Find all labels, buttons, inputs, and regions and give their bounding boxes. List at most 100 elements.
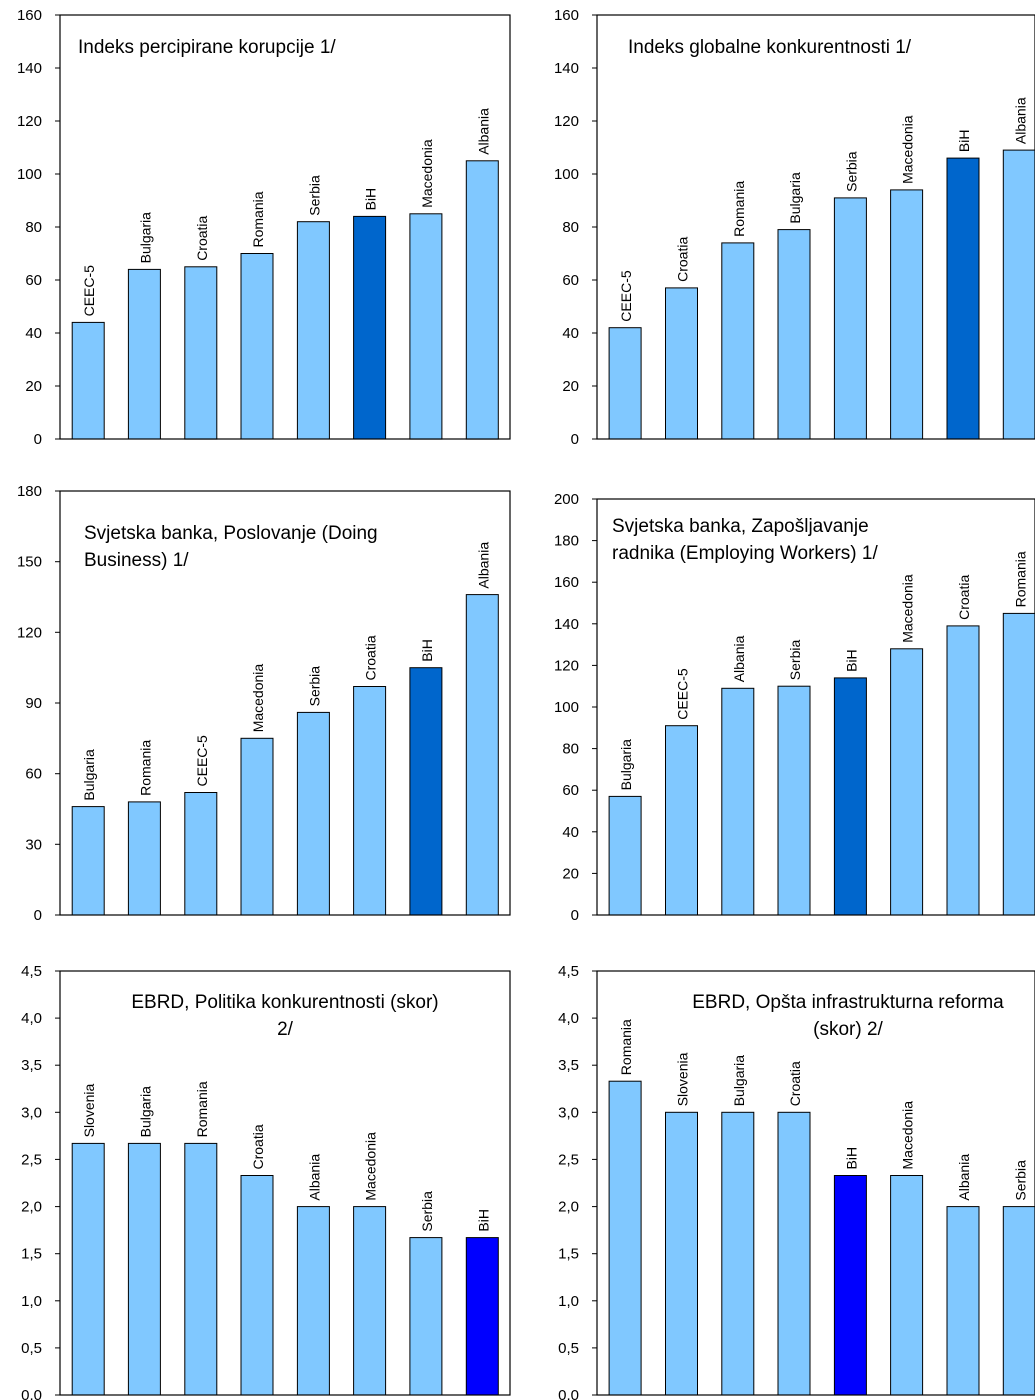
bar-label: Croatia xyxy=(363,635,379,680)
chart-title: Svjetska banka, Zapošljavanje xyxy=(612,516,869,537)
y-tick-label: 2,5 xyxy=(21,1151,42,1168)
bar-romania xyxy=(127,801,161,916)
y-tick-label: 3,0 xyxy=(21,1104,42,1121)
y-tick-label: 20 xyxy=(25,378,42,395)
bar-bulgaria xyxy=(608,795,642,916)
bar-label: Albania xyxy=(306,1154,322,1201)
y-tick-label: 3,5 xyxy=(558,1057,579,1074)
plot-frame xyxy=(596,970,1035,1396)
bar-albania xyxy=(465,594,499,916)
bar-label: Croatia xyxy=(956,575,972,620)
bar-albania xyxy=(721,687,755,916)
y-tick-label: 0,5 xyxy=(21,1340,42,1357)
bar-romania xyxy=(184,1142,218,1396)
bar-albania xyxy=(946,1206,980,1396)
y-tick-label: 160 xyxy=(17,7,42,24)
bar-label: Serbia xyxy=(843,151,859,192)
bar-bih xyxy=(833,677,867,916)
bar-label: Romania xyxy=(1012,551,1028,607)
bar-slovenia xyxy=(665,1111,698,1396)
y-tick-label: 0 xyxy=(34,907,42,924)
bar-label: Bulgaria xyxy=(731,1055,747,1107)
chart-panel-4: Bulgaria CEEC-5 Albania Serbia BiH Macedonia C… xyxy=(554,491,1035,924)
bar-label: BiH xyxy=(419,639,435,662)
y-tick-label: 60 xyxy=(562,782,579,799)
y-tick-label: 90 xyxy=(25,695,42,712)
bar-romania xyxy=(1002,612,1035,916)
y-tick-label: 20 xyxy=(562,378,579,395)
bar-bulgaria xyxy=(127,1142,161,1396)
bar-albania xyxy=(296,1206,330,1396)
bar-bulgaria xyxy=(721,1111,755,1396)
y-tick-label: 0 xyxy=(571,907,579,924)
y-tick-label: 0,0 xyxy=(21,1387,42,1400)
bar-label: Macedonia xyxy=(900,574,916,643)
bar-label: Croatia xyxy=(194,215,210,260)
y-tick-label: 80 xyxy=(562,219,579,236)
bar-label: BiH xyxy=(956,130,972,153)
y-tick-label: 120 xyxy=(17,113,42,130)
bar-label: Bulgaria xyxy=(618,739,634,791)
bar-bih xyxy=(465,1237,499,1396)
bar-macedonia xyxy=(890,1175,924,1396)
bar-label: BiH xyxy=(475,1209,491,1232)
bar-romania xyxy=(608,1080,642,1396)
bar-albania xyxy=(1002,149,1035,440)
bar-label: Bulgaria xyxy=(137,212,153,264)
chart-title: (skor) 2/ xyxy=(813,1019,883,1040)
bar-label: BiH xyxy=(843,649,859,672)
y-tick-label: 100 xyxy=(554,166,579,183)
bar-label: Romania xyxy=(731,181,747,237)
bar-macedonia xyxy=(409,213,443,440)
y-tick-label: 120 xyxy=(554,113,579,130)
y-tick-label: 30 xyxy=(25,836,42,853)
y-tick-label: 2,0 xyxy=(21,1199,42,1216)
y-tick-label: 4,5 xyxy=(21,963,42,980)
y-tick-label: 160 xyxy=(554,7,579,24)
chart-panel-5: Slovenia Bulgaria Romania Croatia Albania Mac… xyxy=(21,963,511,1400)
bar-label: Albania xyxy=(731,635,747,682)
chart-title: radnika (Employing Workers) 1/ xyxy=(612,543,878,564)
y-tick-label: 0 xyxy=(571,431,579,448)
y-tick-label: 20 xyxy=(562,865,579,882)
y-tick-label: 150 xyxy=(17,554,42,571)
chart-title: EBRD, Opšta infrastrukturna reforma xyxy=(692,992,1004,1013)
bar-label: Albania xyxy=(1012,97,1028,144)
bar-label: Serbia xyxy=(306,666,322,707)
bar-label: Croatia xyxy=(787,1061,803,1106)
bar-label: Bulgaria xyxy=(81,749,97,801)
bar-macedonia xyxy=(890,189,924,440)
bar-bih xyxy=(946,157,980,440)
bar-label: Croatia xyxy=(675,237,691,282)
y-tick-label: 1,5 xyxy=(21,1246,42,1263)
bar-label: Slovenia xyxy=(675,1052,691,1106)
bar-label: CEEC-5 xyxy=(81,265,97,317)
bar-label: BiH xyxy=(843,1147,859,1170)
y-tick-label: 3,0 xyxy=(558,1104,579,1121)
y-tick-label: 1,0 xyxy=(558,1293,579,1310)
y-tick-label: 0,0 xyxy=(558,1387,579,1400)
bar-serbia xyxy=(777,685,811,916)
bar-romania xyxy=(721,242,755,440)
y-tick-label: 120 xyxy=(17,624,42,641)
chart-title: EBRD, Politika konkurentnosti (skor) xyxy=(131,992,438,1013)
y-tick-label: 80 xyxy=(25,219,42,236)
y-tick-label: 1,5 xyxy=(558,1246,579,1263)
bar-ceec-5 xyxy=(608,327,642,440)
chart-panel-3: Bulgaria Romania CEEC-5 Macedonia Serbia Croa… xyxy=(17,483,511,924)
bar-label: Bulgaria xyxy=(787,172,803,224)
bar-label: Macedonia xyxy=(250,664,266,733)
bar-label: Serbia xyxy=(419,1191,435,1232)
bar-ceec-5 xyxy=(665,725,698,916)
plot-frame xyxy=(59,970,511,1396)
bar-serbia xyxy=(296,711,330,916)
plot-frame xyxy=(59,14,511,440)
y-tick-label: 60 xyxy=(562,272,579,289)
bar-label: CEEC-5 xyxy=(675,668,691,720)
y-tick-label: 4,5 xyxy=(558,963,579,980)
y-tick-label: 140 xyxy=(554,616,579,633)
y-tick-label: 80 xyxy=(562,741,579,758)
y-tick-label: 140 xyxy=(554,60,579,77)
y-tick-label: 2,0 xyxy=(558,1199,579,1216)
